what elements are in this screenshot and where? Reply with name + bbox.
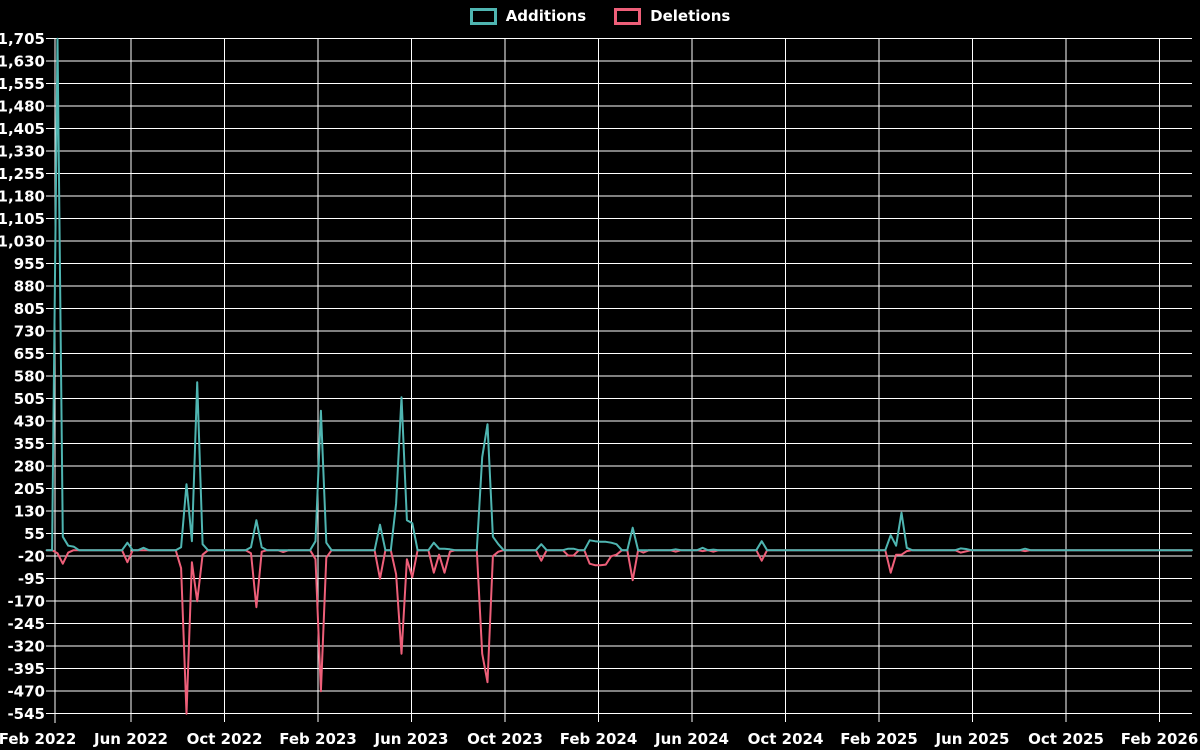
y-tick-label: -395 [7, 660, 45, 678]
y-tick-label: 1,255 [0, 165, 45, 183]
y-tick-label: -545 [7, 705, 45, 723]
additions-line [45, 37, 1193, 552]
y-tick-label: 280 [14, 458, 45, 476]
deletions-legend-swatch [614, 7, 642, 25]
y-tick-label: 130 [14, 503, 45, 521]
y-tick-label: -320 [7, 638, 45, 656]
x-tick-label: Feb 2023 [279, 730, 357, 748]
y-tick-label: 430 [14, 413, 45, 431]
y-tick-label: 205 [14, 480, 45, 498]
y-tick-label: 1,555 [0, 75, 45, 93]
y-tick-label: 55 [24, 525, 45, 543]
y-tick-label: 1,030 [0, 233, 45, 251]
x-tick-label: Jun 2025 [935, 730, 1010, 748]
x-tick-label: Jun 2024 [654, 730, 729, 748]
legend-item-deletions[interactable]: Deletions [614, 7, 730, 25]
y-tick-label: 1,405 [0, 120, 45, 138]
y-tick-label: 1,330 [0, 143, 45, 161]
deletions-legend-label: Deletions [650, 7, 731, 25]
x-tick-label: Oct 2024 [748, 730, 824, 748]
y-tick-label: 955 [14, 255, 45, 273]
x-tick-label: Feb 2024 [560, 730, 638, 748]
x-tick-label: Feb 2025 [840, 730, 918, 748]
y-tick-label: -470 [7, 683, 45, 701]
additions-legend-swatch [469, 7, 497, 25]
y-tick-label: 880 [14, 278, 45, 296]
x-tick-label: Jun 2022 [93, 730, 168, 748]
y-tick-label: 1,705 [0, 30, 45, 48]
x-tick-label: Oct 2025 [1028, 730, 1104, 748]
y-tick-label: 355 [14, 435, 45, 453]
chart-legend: Additions Deletions [0, 7, 1200, 25]
x-tick-label: Jun 2023 [374, 730, 449, 748]
y-tick-label: -95 [18, 570, 45, 588]
y-tick-label: 1,180 [0, 188, 45, 206]
additions-legend-label: Additions [505, 7, 587, 25]
deletions-line [45, 549, 1193, 715]
x-tick-label: Feb 2026 [1121, 730, 1199, 748]
y-tick-label: 1,480 [0, 98, 45, 116]
y-tick-label: 655 [14, 345, 45, 363]
y-tick-label: 805 [14, 300, 45, 318]
y-tick-label: 505 [14, 390, 45, 408]
y-tick-label: -20 [18, 548, 45, 566]
x-tick-label: Oct 2022 [187, 730, 263, 748]
y-tick-label: 1,105 [0, 210, 45, 228]
y-tick-label: 580 [14, 368, 45, 386]
y-tick-label: 1,630 [0, 53, 45, 71]
x-tick-label: Feb 2022 [0, 730, 76, 748]
y-tick-label: 730 [14, 323, 45, 341]
legend-item-additions[interactable]: Additions [469, 7, 587, 25]
x-tick-label: Oct 2023 [467, 730, 543, 748]
y-tick-label: -170 [7, 593, 45, 611]
y-tick-label: -245 [7, 615, 45, 633]
